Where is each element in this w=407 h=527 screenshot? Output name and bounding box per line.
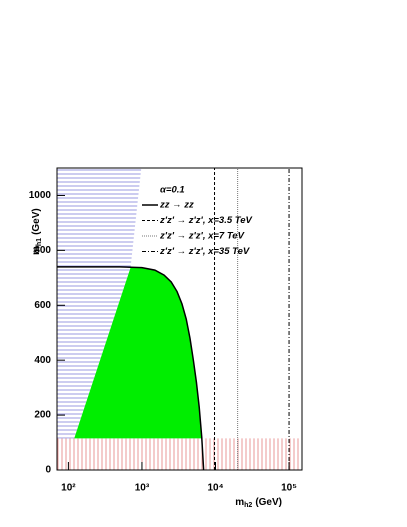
region bbox=[57, 438, 302, 470]
legend-label: z'z' → z'z', x=35 TeV bbox=[159, 246, 250, 257]
y-label-main: m bbox=[31, 246, 42, 255]
y-tick-label: 200 bbox=[34, 410, 51, 421]
y-tick-label: 800 bbox=[34, 245, 51, 256]
region bbox=[74, 267, 203, 439]
y-tick-label: 1000 bbox=[29, 190, 52, 201]
y-axis-label: mh1 (GeV) bbox=[31, 208, 43, 255]
x-label-unit: (GeV) bbox=[255, 497, 282, 508]
y-tick-label: 400 bbox=[34, 355, 51, 366]
plot-frame bbox=[56, 167, 303, 471]
y-label-unit: (GeV) bbox=[31, 208, 42, 235]
region bbox=[57, 168, 142, 439]
x-label-main: m bbox=[235, 497, 244, 508]
y-label-sub: h1 bbox=[36, 238, 43, 246]
x-tick-label: 10³ bbox=[135, 483, 150, 494]
legend-title: α=0.1 bbox=[160, 185, 185, 196]
y-tick-label: 0 bbox=[45, 465, 51, 476]
legend-label: zz → zz bbox=[159, 200, 194, 211]
x-tick-label: 10⁴ bbox=[207, 483, 223, 494]
x-axis-label: mh2 (GeV) bbox=[235, 497, 282, 509]
legend-label: z'z' → z'z', x=7 TeV bbox=[159, 231, 245, 242]
x-tick-label: 10⁵ bbox=[281, 483, 297, 494]
series-line bbox=[57, 266, 205, 471]
legend-label: z'z' → z'z', x=3.5 TeV bbox=[159, 215, 253, 226]
y-tick-label: 600 bbox=[34, 300, 51, 311]
x-label-sub: h2 bbox=[244, 502, 252, 509]
x-tick-label: 10² bbox=[61, 483, 76, 494]
